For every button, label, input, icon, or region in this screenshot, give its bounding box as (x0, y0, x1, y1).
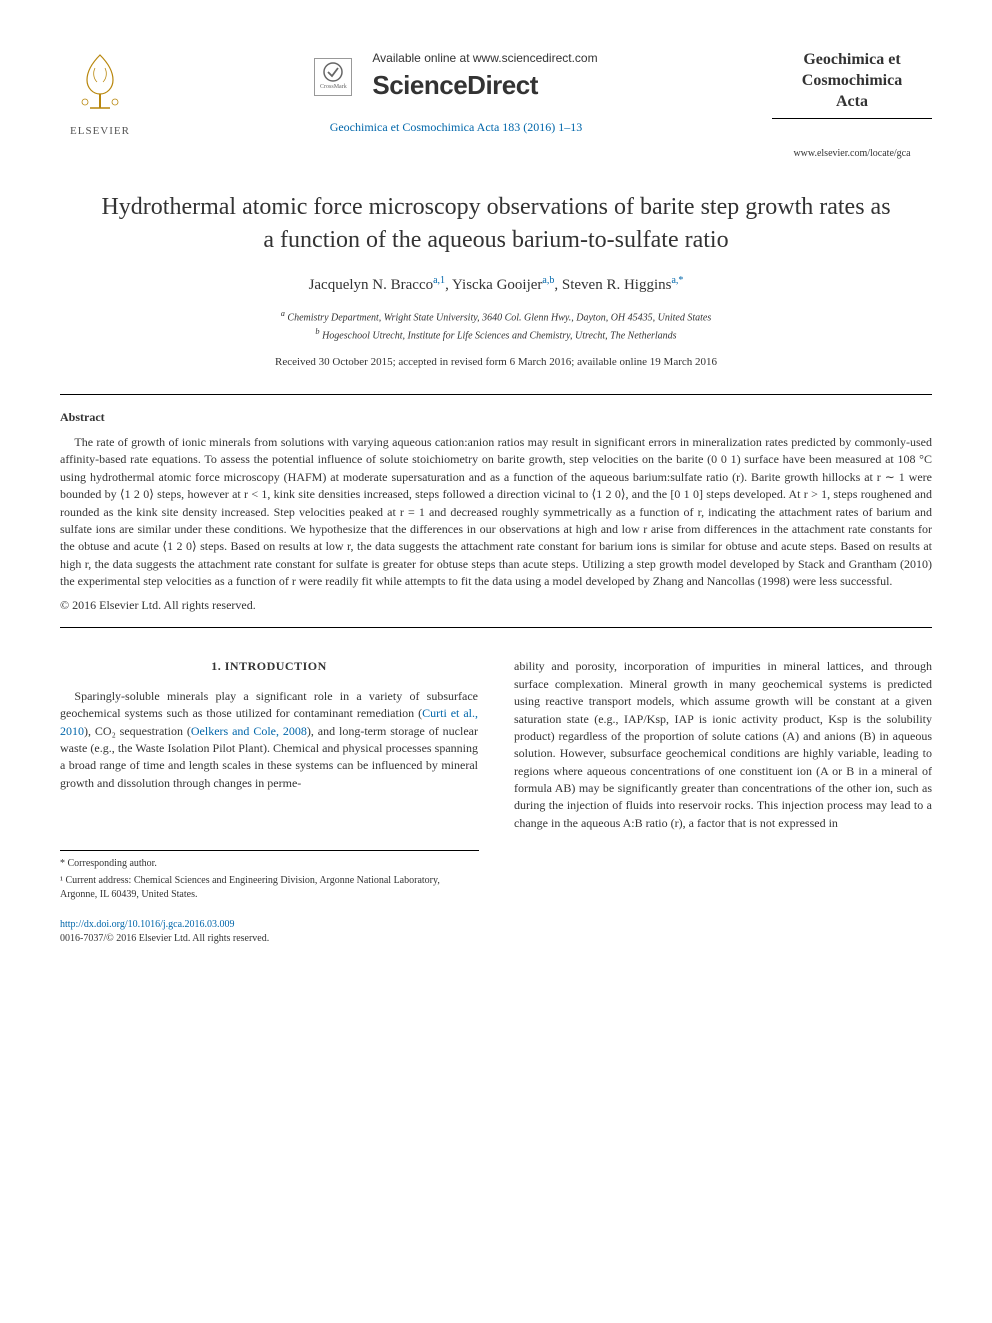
platform-name[interactable]: ScienceDirect (372, 67, 597, 103)
affil-a-sup: a (281, 309, 285, 318)
journal-name-line1: Geochimica et (772, 50, 932, 71)
affil-a-text: Chemistry Department, Wright State Unive… (287, 313, 711, 324)
intro-p1-part1: Sparingly-soluble minerals play a signif… (60, 689, 478, 720)
doi-link[interactable]: http://dx.doi.org/10.1016/j.gca.2016.03.… (60, 919, 235, 930)
page-container: ELSEVIER CrossMark Available online at w… (0, 0, 992, 986)
author-sep-2: , (554, 277, 562, 293)
author-1-name: Jacquelyn N. Bracco (309, 277, 434, 293)
article-dates: Received 30 October 2015; accepted in re… (60, 355, 932, 370)
intro-paragraph-1-cont: ability and porosity, incorporation of i… (514, 658, 932, 832)
affiliation-a: a Chemistry Department, Wright State Uni… (60, 308, 932, 325)
author-2-sup: a,b (542, 275, 554, 286)
affiliations-block: a Chemistry Department, Wright State Uni… (60, 308, 932, 343)
author-1[interactable]: Jacquelyn N. Braccoa,1 (309, 277, 446, 293)
elsevier-tree-icon (65, 50, 135, 120)
author-3-name: Steven R. Higgins (562, 277, 672, 293)
affil-b-sup: b (315, 327, 319, 336)
article-title: Hydrothermal atomic force microscopy obs… (100, 191, 892, 256)
affil-b-text: Hogeschool Utrecht, Institute for Life S… (322, 330, 677, 341)
footnotes-block: * Corresponding author. ¹ Current addres… (60, 850, 479, 902)
header-row: ELSEVIER CrossMark Available online at w… (60, 50, 932, 161)
intro-paragraph-1: Sparingly-soluble minerals play a signif… (60, 688, 478, 792)
author-3[interactable]: Steven R. Higginsa,* (562, 277, 684, 293)
available-online-block: Available online at www.sciencedirect.co… (372, 50, 597, 103)
affiliation-b: b Hogeschool Utrecht, Institute for Life… (60, 326, 932, 343)
authors-line: Jacquelyn N. Braccoa,1, Yiscka Gooijera,… (60, 274, 932, 296)
available-online-text: Available online at www.sciencedirect.co… (372, 50, 597, 67)
abstract-body: The rate of growth of ionic minerals fro… (60, 434, 932, 591)
footnote-corresponding: * Corresponding author. (60, 857, 479, 871)
intro-p1-part2: ), CO₂ sequestration ( (84, 724, 191, 738)
footnote-1: ¹ Current address: Chemical Sciences and… (60, 874, 479, 902)
footer-issn-copyright: 0016-7037/© 2016 Elsevier Ltd. All right… (60, 933, 269, 944)
crossmark-badge[interactable]: CrossMark (314, 58, 352, 96)
author-2[interactable]: Yiscka Gooijera,b (452, 277, 554, 293)
author-sep-1: , (445, 277, 452, 293)
page-footer: http://dx.doi.org/10.1016/j.gca.2016.03.… (60, 918, 932, 946)
abstract-section: Abstract The rate of growth of ionic min… (60, 394, 932, 628)
publisher-logo-block: ELSEVIER (60, 50, 140, 139)
journal-name-line2: Cosmochimica (772, 71, 932, 92)
author-2-name: Yiscka Gooijer (452, 277, 542, 293)
crossmark-label: CrossMark (320, 83, 347, 91)
column-right: ability and porosity, incorporation of i… (514, 658, 932, 832)
journal-name-box: Geochimica et Cosmochimica Acta (772, 50, 932, 119)
section-heading-intro: 1. INTRODUCTION (60, 658, 478, 675)
publisher-name: ELSEVIER (70, 124, 130, 139)
author-3-sup: a,* (671, 275, 683, 286)
citation-oelkers[interactable]: Oelkers and Cole, 2008 (191, 724, 307, 738)
column-left: 1. INTRODUCTION Sparingly-soluble minera… (60, 658, 478, 832)
header-center: CrossMark Available online at www.scienc… (140, 50, 772, 136)
header-top-line: CrossMark Available online at www.scienc… (314, 50, 597, 103)
crossmark-icon (322, 61, 344, 83)
journal-url[interactable]: www.elsevier.com/locate/gca (793, 147, 910, 161)
abstract-copyright: © 2016 Elsevier Ltd. All rights reserved… (60, 597, 932, 614)
journal-reference-link[interactable]: Geochimica et Cosmochimica Acta 183 (201… (330, 119, 583, 136)
header-right: Geochimica et Cosmochimica Acta www.else… (772, 50, 932, 161)
body-two-column: 1. INTRODUCTION Sparingly-soluble minera… (60, 658, 932, 832)
abstract-heading: Abstract (60, 409, 932, 426)
journal-name-line3: Acta (772, 92, 932, 113)
author-1-sup: a,1 (433, 275, 445, 286)
